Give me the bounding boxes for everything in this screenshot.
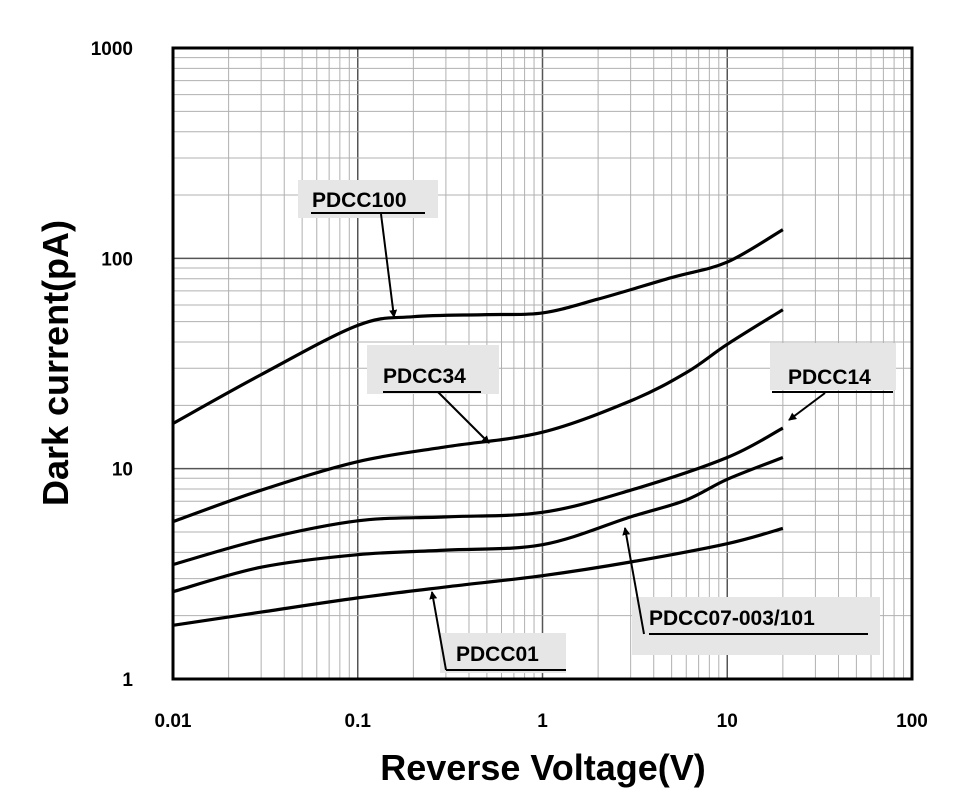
plot-frame bbox=[171, 46, 914, 681]
y-tick-label: 10 bbox=[112, 460, 133, 481]
y-tick-label: 100 bbox=[101, 249, 133, 270]
series-label-pdcc100: PDCC100 bbox=[312, 189, 407, 212]
x-tick-label: 100 bbox=[896, 711, 928, 732]
x-tick-label: 10 bbox=[717, 711, 738, 732]
series-label-pdcc01: PDCC01 bbox=[456, 643, 539, 666]
curves bbox=[172, 228, 784, 627]
series-label-pdcc07-003-101: PDCC07-003/101 bbox=[649, 607, 815, 630]
series-line-pdcc14 bbox=[172, 426, 784, 567]
label-box-pdcc100 bbox=[298, 180, 438, 218]
label-box-pdcc01 bbox=[440, 633, 566, 673]
label-box-pdcc07-003-101 bbox=[632, 597, 880, 655]
x-tick-label: 0.01 bbox=[155, 711, 192, 732]
label-arrow bbox=[380, 213, 398, 318]
series-line-pdcc01 bbox=[172, 526, 784, 627]
series-line-pdcc34 bbox=[172, 308, 784, 524]
label-arrow bbox=[622, 527, 645, 635]
x-axis-label: Reverse Voltage(V) bbox=[380, 747, 705, 788]
label-arrow bbox=[429, 591, 447, 671]
series-line-pdcc07-003-101 bbox=[172, 456, 784, 594]
x-tick-label: 0.1 bbox=[345, 711, 372, 732]
x-tick-label: 1 bbox=[537, 711, 548, 732]
y-tick-label: 1000 bbox=[91, 39, 133, 60]
label-arrow bbox=[437, 391, 490, 444]
annotations: PDCC100 PDCC34 PDCC14 PDCC07-003/101 PDCC01 bbox=[298, 180, 896, 673]
label-box-pdcc34 bbox=[367, 345, 499, 394]
series-label-pdcc14: PDCC14 bbox=[788, 366, 871, 389]
label-box-pdcc14 bbox=[770, 343, 896, 390]
series-line-pdcc100 bbox=[172, 228, 784, 425]
series-label-pdcc34: PDCC34 bbox=[383, 365, 466, 388]
y-tick-label: 1 bbox=[122, 670, 133, 691]
label-arrow bbox=[788, 392, 826, 421]
y-axis-label: Dark current(pA) bbox=[35, 220, 76, 506]
tick-labels: 0.01 0.1 1 10 100 1 10 100 1000 bbox=[91, 39, 928, 732]
